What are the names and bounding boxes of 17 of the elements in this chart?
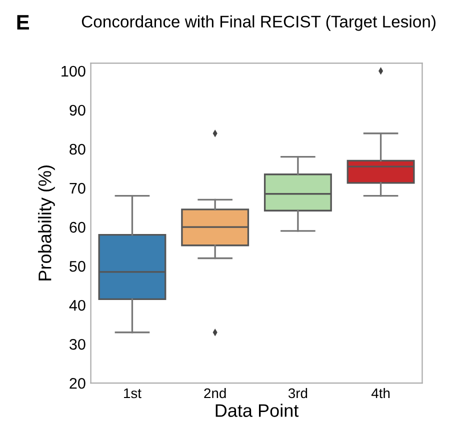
y-tick-label: 70 xyxy=(70,182,86,194)
y-tick-label: 20 xyxy=(70,378,86,389)
x-tick-label: 2nd xyxy=(204,388,226,398)
y-tick-label: 90 xyxy=(70,104,86,116)
x-tick-label: 1st xyxy=(124,388,142,398)
y-tick-label: 50 xyxy=(70,260,86,272)
y-tick-label: 40 xyxy=(69,300,86,311)
y-tick-label: 80 xyxy=(70,144,86,155)
x-axis-title: Data Point xyxy=(216,404,299,417)
y-tick-label: 100 xyxy=(62,66,86,77)
chart-title: Concordance with Final RECIST (Target Lesion) xyxy=(82,15,436,31)
text: E xyxy=(17,15,29,30)
x-tick-label: 4th xyxy=(371,388,390,398)
x-tick-label: 3rd xyxy=(288,388,308,398)
y-axis-title: Probability (%) xyxy=(38,166,55,280)
y-tick-label: 60 xyxy=(70,222,86,233)
y-tick-label: 30 xyxy=(70,338,86,350)
